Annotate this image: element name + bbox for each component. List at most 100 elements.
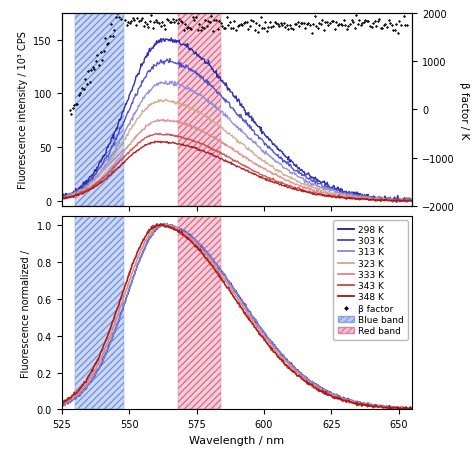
Point: [137, 18, 145, 25]
Point: [346, 21, 354, 29]
Point: [77, 91, 84, 98]
Point: [394, 30, 401, 38]
Point: [138, 15, 146, 23]
Point: [80, 86, 87, 93]
Point: [210, 17, 218, 25]
Point: [331, 26, 338, 34]
Point: [115, 15, 123, 22]
Point: [118, 5, 126, 12]
Point: [132, 23, 140, 30]
Point: [128, 19, 135, 26]
Point: [175, 16, 183, 23]
Point: [272, 20, 280, 28]
Point: [388, 22, 395, 29]
Point: [214, 26, 221, 33]
Point: [266, 20, 273, 27]
Point: [82, 76, 89, 84]
Point: [72, 101, 80, 108]
Point: [178, 19, 186, 26]
Point: [95, 62, 103, 70]
Point: [289, 26, 297, 34]
Point: [83, 81, 91, 89]
Point: [155, 20, 163, 27]
Point: [314, 25, 321, 32]
Y-axis label: Fluorescence normalized /: Fluorescence normalized /: [21, 249, 31, 377]
Point: [212, 18, 220, 25]
Point: [97, 49, 104, 56]
Point: [375, 16, 383, 24]
Point: [103, 41, 110, 48]
Point: [317, 21, 325, 28]
Point: [182, 21, 189, 28]
Point: [157, 23, 164, 30]
Point: [301, 25, 309, 33]
Y-axis label: β factor / K: β factor / K: [459, 81, 469, 139]
Point: [92, 58, 100, 66]
Legend: 298 K, 303 K, 313 K, 323 K, 333 K, 343 K, 348 K, β factor, Blue band, Red band: 298 K, 303 K, 313 K, 323 K, 333 K, 343 K…: [333, 221, 408, 340]
Point: [217, 21, 224, 28]
Point: [368, 24, 375, 31]
Point: [166, 20, 173, 27]
Point: [164, 17, 172, 24]
Point: [263, 28, 271, 35]
Point: [373, 23, 380, 30]
Point: [295, 24, 303, 31]
Point: [392, 21, 400, 28]
Point: [189, 14, 197, 21]
Point: [400, 13, 408, 20]
Point: [352, 12, 360, 20]
Point: [215, 18, 223, 25]
Point: [200, 25, 208, 33]
Point: [363, 18, 371, 25]
Point: [268, 25, 275, 32]
Bar: [75, 14, 124, 207]
Point: [237, 22, 245, 29]
Point: [326, 21, 334, 28]
Point: [223, 14, 230, 21]
Point: [147, 12, 155, 20]
Point: [306, 22, 314, 29]
Point: [168, 19, 175, 26]
Point: [351, 25, 358, 33]
Point: [162, 26, 169, 33]
Point: [320, 27, 328, 34]
Point: [389, 28, 397, 35]
Point: [294, 19, 301, 26]
Point: [312, 24, 320, 31]
Point: [243, 19, 251, 26]
Point: [91, 66, 98, 73]
Point: [219, 23, 226, 30]
Point: [228, 25, 235, 32]
Point: [108, 21, 115, 29]
Point: [258, 26, 266, 33]
Point: [100, 48, 108, 56]
Point: [275, 23, 283, 30]
Point: [356, 17, 363, 25]
Point: [104, 40, 112, 47]
Point: [197, 27, 204, 35]
Point: [241, 20, 249, 27]
Point: [271, 19, 278, 26]
Point: [305, 20, 312, 28]
Point: [342, 22, 349, 30]
Point: [184, 25, 192, 32]
Point: [386, 20, 394, 28]
Point: [397, 23, 405, 30]
Point: [186, 25, 194, 32]
Point: [69, 105, 77, 112]
Point: [158, 19, 166, 26]
Point: [374, 18, 382, 25]
Point: [146, 19, 154, 26]
Point: [192, 15, 200, 22]
Point: [366, 23, 374, 30]
Point: [336, 22, 343, 29]
Point: [395, 18, 403, 25]
Point: [171, 19, 178, 26]
Point: [391, 27, 399, 35]
Point: [338, 23, 346, 30]
Point: [123, 22, 130, 29]
Point: [299, 20, 306, 27]
Point: [401, 23, 409, 30]
Point: [262, 19, 269, 26]
Point: [169, 16, 177, 24]
